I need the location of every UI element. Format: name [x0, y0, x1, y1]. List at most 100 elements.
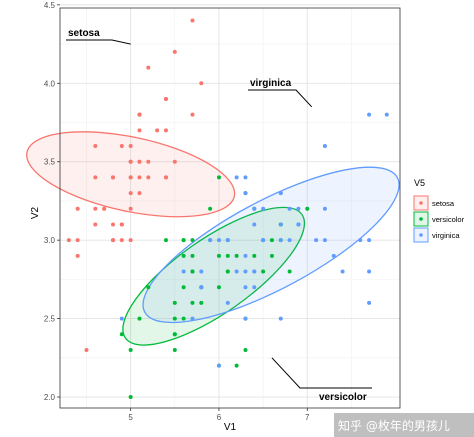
point-versicolor — [181, 316, 186, 321]
point-virginica — [243, 269, 248, 274]
point-virginica — [384, 112, 389, 117]
point-virginica — [261, 238, 266, 243]
point-setosa — [119, 238, 124, 243]
point-virginica — [252, 285, 257, 290]
point-virginica — [296, 222, 301, 227]
point-virginica — [119, 316, 124, 321]
point-setosa — [163, 175, 168, 180]
point-setosa — [93, 206, 98, 211]
point-versicolor — [234, 253, 239, 258]
annotation-label-setosa: setosa — [68, 28, 100, 39]
point-virginica — [278, 191, 283, 196]
point-versicolor — [225, 253, 230, 258]
point-virginica — [243, 253, 248, 258]
point-virginica — [367, 300, 372, 305]
point-versicolor — [172, 332, 177, 337]
point-virginica — [367, 112, 372, 117]
y-tick-label: 4.5 — [44, 1, 56, 10]
point-versicolor — [269, 238, 274, 243]
x-tick-label: 5 — [128, 413, 133, 422]
y-axis-title: V2 — [30, 206, 41, 219]
point-setosa — [163, 96, 168, 101]
annotation-leader-virginica — [248, 89, 313, 108]
point-virginica — [322, 144, 327, 149]
legend: V5 setosa versicolor virginica — [413, 178, 465, 243]
point-virginica — [243, 191, 248, 196]
point-virginica — [216, 363, 221, 368]
point-virginica — [225, 300, 230, 305]
ellipse-setosa — [26, 131, 236, 218]
annotation-leader-setosa — [66, 39, 131, 45]
point-virginica — [234, 175, 239, 180]
point-virginica — [296, 206, 301, 211]
point-virginica — [367, 238, 372, 243]
point-layer — [66, 18, 389, 400]
point-setosa — [128, 159, 133, 164]
point-versicolor — [190, 253, 195, 258]
point-virginica — [358, 238, 363, 243]
point-versicolor — [243, 347, 248, 352]
point-setosa — [75, 253, 80, 258]
point-versicolor — [208, 206, 213, 211]
legend-point-virginica — [419, 233, 423, 237]
point-versicolor — [234, 363, 239, 368]
point-setosa — [146, 65, 151, 70]
y-tick-label: 2.5 — [44, 315, 56, 324]
point-versicolor — [190, 269, 195, 274]
point-versicolor — [216, 253, 221, 258]
point-virginica — [340, 269, 345, 274]
x-tick-label: 6 — [217, 413, 222, 422]
watermark-background — [334, 413, 474, 437]
legend-point-versicolor — [419, 217, 423, 221]
point-versicolor — [172, 316, 177, 321]
point-setosa — [172, 159, 177, 164]
x-axis-title: V1 — [224, 422, 237, 433]
point-setosa — [128, 206, 133, 211]
point-setosa — [128, 191, 133, 196]
point-setosa — [128, 144, 133, 149]
point-setosa — [128, 238, 133, 243]
point-virginica — [322, 238, 327, 243]
point-virginica — [278, 316, 283, 321]
y-tick-label: 3.0 — [44, 236, 56, 245]
point-setosa — [155, 128, 160, 133]
point-virginica — [261, 206, 266, 211]
point-versicolor — [216, 285, 221, 290]
point-versicolor — [128, 395, 133, 400]
point-setosa — [163, 128, 168, 133]
point-versicolor — [163, 238, 168, 243]
point-versicolor — [305, 206, 310, 211]
point-versicolor — [216, 175, 221, 180]
point-setosa — [102, 206, 107, 211]
point-versicolor — [269, 253, 274, 258]
point-virginica — [331, 253, 336, 258]
ellipse-virginica — [142, 166, 400, 324]
point-versicolor — [181, 285, 186, 290]
point-setosa — [190, 18, 195, 23]
y-tick-label: 3.5 — [44, 158, 56, 167]
point-setosa — [93, 222, 98, 227]
point-virginica — [225, 238, 230, 243]
ellipse-layer — [26, 131, 400, 346]
point-setosa — [93, 175, 98, 180]
annotation-label-versicolor: versicolor — [319, 392, 367, 403]
point-virginica — [252, 222, 257, 227]
legend-entries: setosa versicolor virginica — [413, 195, 465, 243]
annotation-layer: setosa virginica versicolor — [66, 28, 372, 403]
point-versicolor — [199, 300, 204, 305]
point-virginica — [278, 238, 283, 243]
legend-label-setosa: setosa — [432, 199, 455, 208]
point-virginica — [243, 285, 248, 290]
point-setosa — [137, 128, 142, 133]
y-tick-label: 4.0 — [44, 79, 56, 88]
point-virginica — [252, 206, 257, 211]
point-versicolor — [181, 238, 186, 243]
tick-layer: 5 6 7 2.0 2.5 3.0 3.5 4.0 4.5 — [44, 1, 310, 422]
point-versicolor — [252, 253, 257, 258]
point-versicolor — [172, 347, 177, 352]
point-setosa — [137, 159, 142, 164]
point-setosa — [119, 144, 124, 149]
point-versicolor — [190, 238, 195, 243]
point-versicolor — [261, 269, 266, 274]
